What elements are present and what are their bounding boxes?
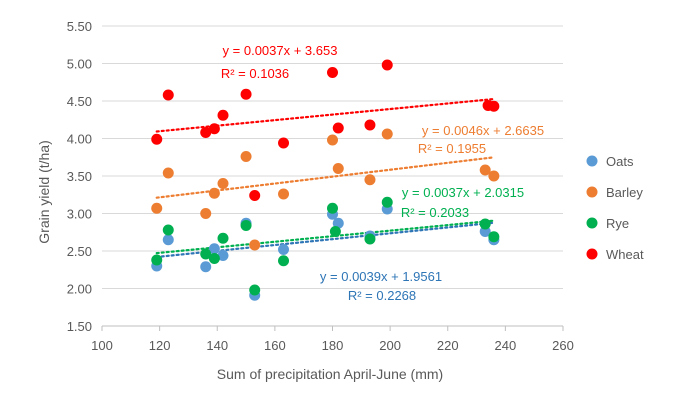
x-tick-label: 240 (495, 338, 517, 353)
axes: 1.50 2.00 2.50 3.00 3.50 4.00 4.50 5.00 5.50 100 1… (67, 19, 574, 353)
y-tick-label: 1.50 (67, 319, 92, 334)
point-oats (278, 244, 290, 255)
y-tick-label: 2.50 (67, 244, 92, 259)
y-tick-label: 5.00 (67, 57, 92, 72)
trend-annotations: y = 0.0039x + 1.9561 R² = 0.2268 y = 0.004… (221, 43, 544, 303)
point-barley (332, 163, 344, 174)
point-rye (200, 248, 212, 260)
legend-marker-wheat (586, 248, 598, 260)
trendline-rye (155, 219, 495, 255)
point-rye (208, 253, 220, 264)
y-tick-label: 2.00 (67, 282, 92, 297)
point-wheat (488, 100, 500, 112)
point-barley (162, 167, 174, 179)
x-tick-label: 160 (264, 338, 286, 353)
point-wheat (381, 59, 393, 71)
point-wheat (200, 127, 212, 138)
point-barley (364, 174, 376, 186)
point-wheat (278, 137, 290, 149)
trend-r2-oats: R² = 0.2268 (348, 288, 416, 303)
trend-r2-rye: R² = 0.2033 (401, 205, 469, 220)
trend-r2-barley: R² = 0.1955 (418, 141, 486, 156)
point-barley (217, 178, 229, 189)
point-wheat (327, 67, 338, 78)
x-tick-label: 260 (552, 338, 574, 353)
point-oats (208, 243, 220, 255)
legend-label-rye: Rye (606, 216, 629, 231)
y-tick-label: 5.50 (67, 19, 92, 34)
point-rye (488, 231, 500, 243)
point-rye (479, 218, 491, 230)
point-rye (327, 202, 338, 214)
point-rye (162, 224, 174, 236)
y-tick-label: 4.50 (67, 94, 92, 109)
point-barley (278, 188, 290, 200)
y-axis-title: Grain yield (t/ha) (36, 140, 52, 243)
point-barley (151, 202, 163, 214)
point-wheat (240, 88, 252, 100)
gridlines (102, 25, 563, 289)
point-rye (217, 232, 229, 244)
point-wheat (162, 89, 174, 101)
point-oats (162, 234, 174, 246)
point-oats (200, 261, 212, 273)
point-wheat (332, 122, 344, 134)
x-tick-label: 140 (206, 338, 228, 353)
legend-label-oats: Oats (606, 154, 634, 169)
point-rye (278, 255, 290, 267)
trend-equation-wheat: y = 0.0037x + 3.653 (223, 43, 338, 58)
point-barley (327, 134, 338, 146)
point-wheat (364, 119, 376, 131)
legend-label-wheat: Wheat (606, 247, 644, 262)
point-rye (249, 284, 261, 296)
point-rye (329, 226, 341, 237)
trend-r2-wheat: R² = 0.1036 (221, 66, 289, 81)
trend-equation-barley: y = 0.0046x + 2.6635 (422, 123, 544, 138)
x-tick-label: 120 (149, 338, 171, 353)
point-rye (240, 220, 252, 231)
x-tick-label: 220 (437, 338, 459, 353)
x-axis-title: Sum of precipitation April-June (mm) (217, 366, 443, 382)
data-points (151, 59, 500, 301)
y-tick-label: 3.00 (67, 207, 92, 222)
trend-equation-rye: y = 0.0037x + 2.0315 (402, 185, 524, 200)
legend-marker-rye (586, 217, 598, 229)
y-tick-label: 3.50 (67, 169, 92, 184)
point-rye (381, 196, 393, 208)
point-oats (332, 217, 344, 229)
legend-marker-barley (586, 186, 598, 198)
point-wheat (217, 109, 229, 121)
legend: Oats Barley Rye Wheat (586, 154, 644, 262)
legend-label-barley: Barley (606, 185, 643, 200)
point-barley (479, 164, 491, 176)
point-wheat (208, 123, 220, 135)
legend-marker-oats (586, 155, 598, 167)
point-wheat (249, 190, 261, 201)
x-tick-label: 200 (379, 338, 401, 353)
point-rye (151, 254, 163, 266)
y-tick-label: 4.00 (67, 132, 92, 147)
point-barley (240, 151, 252, 162)
x-tick-label: 180 (322, 338, 344, 353)
trend-equation-oats: y = 0.0039x + 1.9561 (320, 269, 442, 284)
point-wheat (151, 133, 163, 145)
point-oats (217, 250, 229, 261)
point-barley (381, 128, 393, 140)
x-tick-label: 100 (91, 338, 113, 353)
point-rye (364, 233, 376, 245)
point-barley (488, 170, 500, 182)
point-barley (200, 208, 212, 219)
point-barley (249, 239, 261, 251)
point-barley (208, 187, 220, 199)
